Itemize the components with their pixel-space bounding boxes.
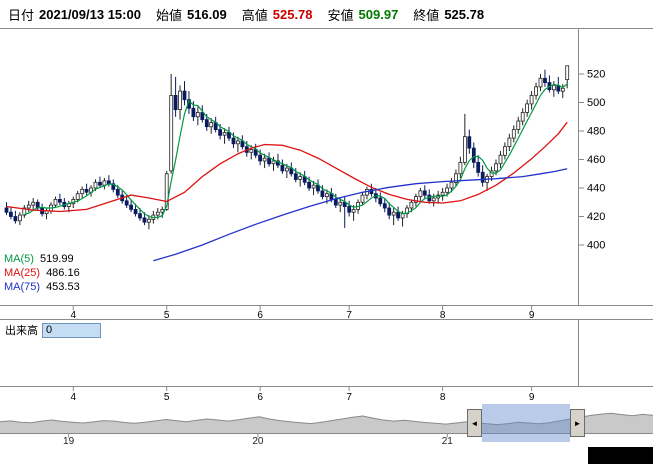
price-chart[interactable]: 520 500 480 460 440 420 400 4 5 6 7 8 9 bbox=[0, 29, 653, 320]
svg-text:7: 7 bbox=[346, 310, 352, 320]
range-selection[interactable] bbox=[482, 404, 570, 442]
high-label: 高値 bbox=[241, 7, 268, 23]
svg-text:460: 460 bbox=[587, 154, 605, 166]
low-field: 安値 509.97 bbox=[328, 5, 399, 24]
svg-text:5: 5 bbox=[164, 392, 170, 403]
svg-text:400: 400 bbox=[587, 240, 605, 252]
svg-text:21: 21 bbox=[442, 436, 454, 445]
open-value: 516.09 bbox=[186, 6, 227, 22]
svg-text:420: 420 bbox=[587, 211, 605, 223]
svg-text:20: 20 bbox=[252, 436, 264, 445]
svg-text:5: 5 bbox=[164, 310, 170, 320]
date-field: 日付 2021/09/13 15:00 bbox=[8, 5, 141, 24]
ma75-legend-row: MA(75) 453.53 bbox=[4, 280, 80, 294]
svg-text:480: 480 bbox=[587, 126, 605, 138]
svg-text:19: 19 bbox=[63, 436, 75, 445]
ma25-legend-row: MA(25) 486.16 bbox=[4, 266, 80, 280]
volume-x-axis: 4 5 6 7 8 9 bbox=[0, 386, 653, 403]
svg-text:7: 7 bbox=[346, 392, 352, 403]
ma25-line bbox=[6, 121, 568, 213]
svg-text:9: 9 bbox=[529, 310, 535, 320]
high-value: 525.78 bbox=[272, 6, 313, 22]
close-label: 終値 bbox=[413, 7, 440, 23]
close-field: 終値 525.78 bbox=[413, 5, 484, 24]
svg-text:8: 8 bbox=[440, 392, 446, 403]
ma-legend: MA(5) 519.99 MA(25) 486.16 MA(75) 453.53 bbox=[4, 252, 80, 294]
corner-box bbox=[588, 447, 653, 464]
volume-label: 出来高 bbox=[5, 325, 38, 337]
scroll-left-icon: ◄ bbox=[470, 418, 479, 428]
ma25-label: MA(25) bbox=[4, 267, 41, 279]
date-label: 日付 bbox=[8, 7, 35, 23]
svg-text:8: 8 bbox=[440, 310, 446, 320]
low-value: 509.97 bbox=[358, 6, 399, 22]
ma5-legend-row: MA(5) 519.99 bbox=[4, 252, 80, 266]
ma75-label: MA(75) bbox=[4, 281, 41, 293]
ma75-value: 453.53 bbox=[46, 281, 80, 293]
range-navigator[interactable]: 19 20 21 bbox=[0, 403, 653, 445]
ma5-label: MA(5) bbox=[4, 253, 34, 265]
high-field: 高値 525.78 bbox=[242, 5, 313, 24]
ma5-line bbox=[24, 83, 568, 219]
bottom-strip bbox=[0, 445, 653, 470]
open-field: 始値 516.09 bbox=[156, 5, 227, 24]
svg-text:440: 440 bbox=[587, 183, 605, 195]
scroll-right-button[interactable]: ► bbox=[570, 409, 585, 437]
candles bbox=[4, 65, 570, 230]
volume-value: 0 bbox=[42, 322, 101, 338]
scroll-right-icon: ► bbox=[573, 418, 582, 428]
ma25-value: 486.16 bbox=[46, 267, 80, 279]
svg-text:500: 500 bbox=[587, 97, 605, 109]
volume-axis-line bbox=[578, 320, 579, 386]
svg-text:6: 6 bbox=[257, 392, 263, 403]
volume-panel[interactable]: 出来高 0 bbox=[0, 319, 653, 386]
close-value: 525.78 bbox=[444, 6, 485, 22]
nav-area bbox=[0, 413, 653, 433]
ma5-value: 519.99 bbox=[39, 253, 74, 265]
open-label: 始値 bbox=[155, 7, 182, 23]
svg-text:4: 4 bbox=[70, 392, 76, 403]
svg-text:520: 520 bbox=[587, 69, 605, 81]
low-label: 安値 bbox=[327, 7, 354, 23]
svg-text:9: 9 bbox=[529, 392, 535, 403]
ma75-line bbox=[153, 168, 568, 262]
volume-readout: 出来高 0 bbox=[5, 322, 101, 338]
scroll-left-button[interactable]: ◄ bbox=[467, 409, 482, 437]
quote-header: 日付 2021/09/13 15:00 始値 516.09 高値 525.78 … bbox=[0, 0, 653, 29]
svg-text:4: 4 bbox=[70, 310, 76, 320]
svg-text:6: 6 bbox=[257, 310, 263, 320]
date-value: 2021/09/13 15:00 bbox=[39, 6, 141, 22]
